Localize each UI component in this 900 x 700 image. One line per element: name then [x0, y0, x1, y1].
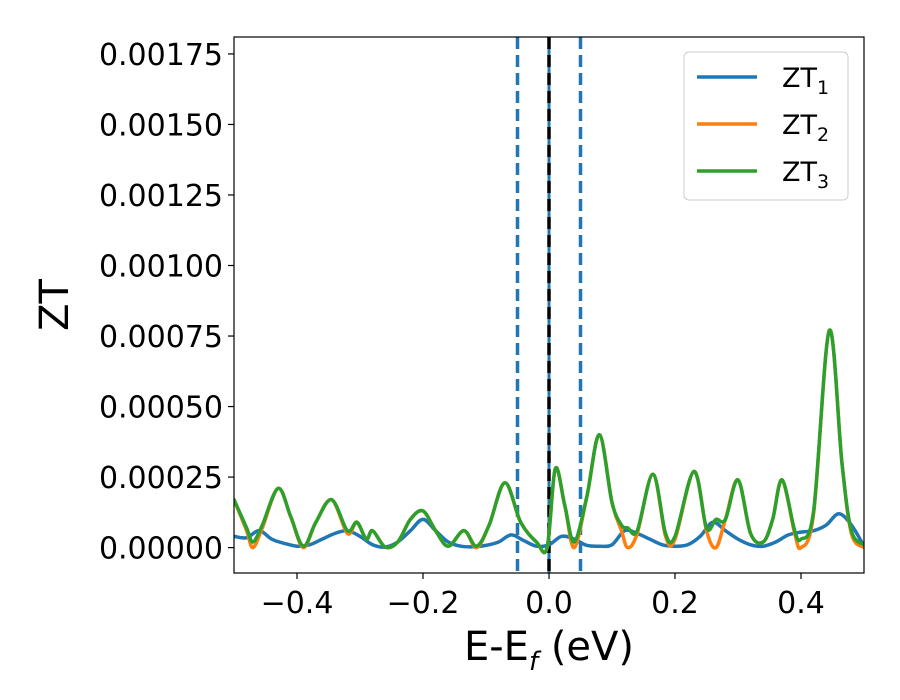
y-tick-label: 0.00025 [99, 461, 223, 496]
x-axis-title-unit: (eV) [538, 624, 634, 670]
reference-lines [515, 37, 583, 573]
x-tick-label: 0.0 [525, 586, 573, 621]
x-axis-ticks: −0.4 −0.2 0.0 0.2 0.4 [261, 573, 825, 621]
y-tick-label: 0.00150 [99, 108, 223, 143]
x-axis-title-main: E-E [464, 624, 529, 670]
legend-label-zt1: ZT1 [782, 63, 829, 99]
y-axis-ticks: 0.00000 0.00025 0.00050 0.00075 0.00100 0.001… [99, 38, 234, 567]
y-tick-label: 0.00175 [99, 38, 223, 73]
legend: ZT1 ZT2 ZT3 [683, 51, 849, 201]
x-tick-label: 0.2 [651, 586, 699, 621]
legend-items: ZT1 ZT2 ZT3 [697, 63, 829, 193]
series-lines [234, 328, 864, 555]
y-tick-label: 0.00050 [99, 391, 223, 426]
legend-label-zt2: ZT2 [782, 110, 829, 146]
x-tick-label: 0.4 [777, 586, 825, 621]
y-tick-label: 0.00125 [99, 179, 223, 214]
x-tick-label: −0.4 [261, 586, 334, 621]
series-line-zt3 [234, 328, 864, 555]
x-axis-title: E-Ef (eV) [464, 624, 634, 677]
y-tick-label: 0.00000 [99, 532, 223, 567]
y-tick-label: 0.00075 [99, 320, 223, 355]
x-tick-label: −0.2 [387, 586, 460, 621]
y-tick-label: 0.00100 [99, 250, 223, 285]
legend-box [683, 51, 849, 201]
legend-label-zt3: ZT3 [782, 157, 829, 193]
y-axis-title: ZT [32, 279, 78, 331]
